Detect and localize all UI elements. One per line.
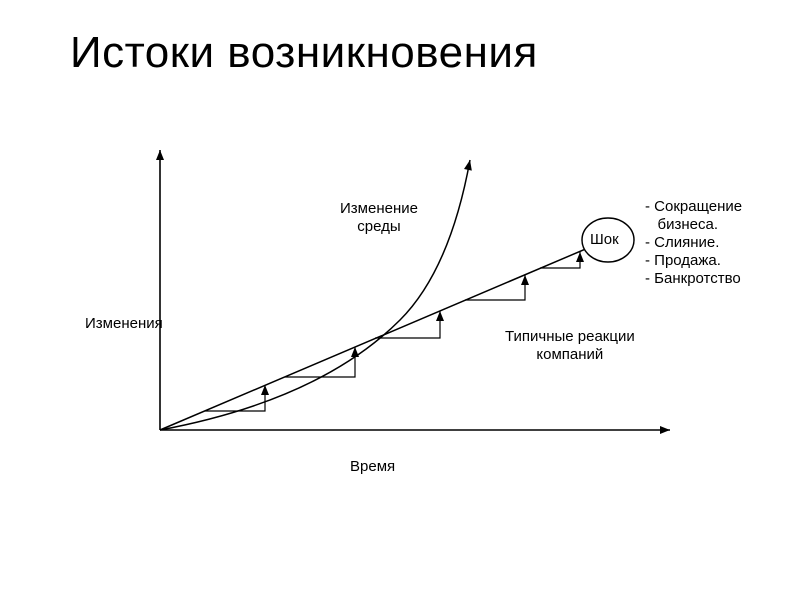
x-axis-label: Время bbox=[350, 458, 395, 476]
y-axis-label: Изменения bbox=[85, 315, 163, 333]
chart-svg bbox=[70, 130, 730, 490]
chart-area: Изменение среды Типичные реакции компани… bbox=[70, 130, 730, 490]
slide: Истоки возникновения Изменение среды Тип… bbox=[0, 0, 800, 600]
curve-env-label: Изменение среды bbox=[340, 200, 418, 236]
outcomes-list: - Сокращение бизнеса. - Слияние. - Прода… bbox=[645, 198, 742, 288]
line-react-label: Типичные реакции компаний bbox=[505, 328, 635, 364]
slide-title: Истоки возникновения bbox=[70, 28, 538, 78]
